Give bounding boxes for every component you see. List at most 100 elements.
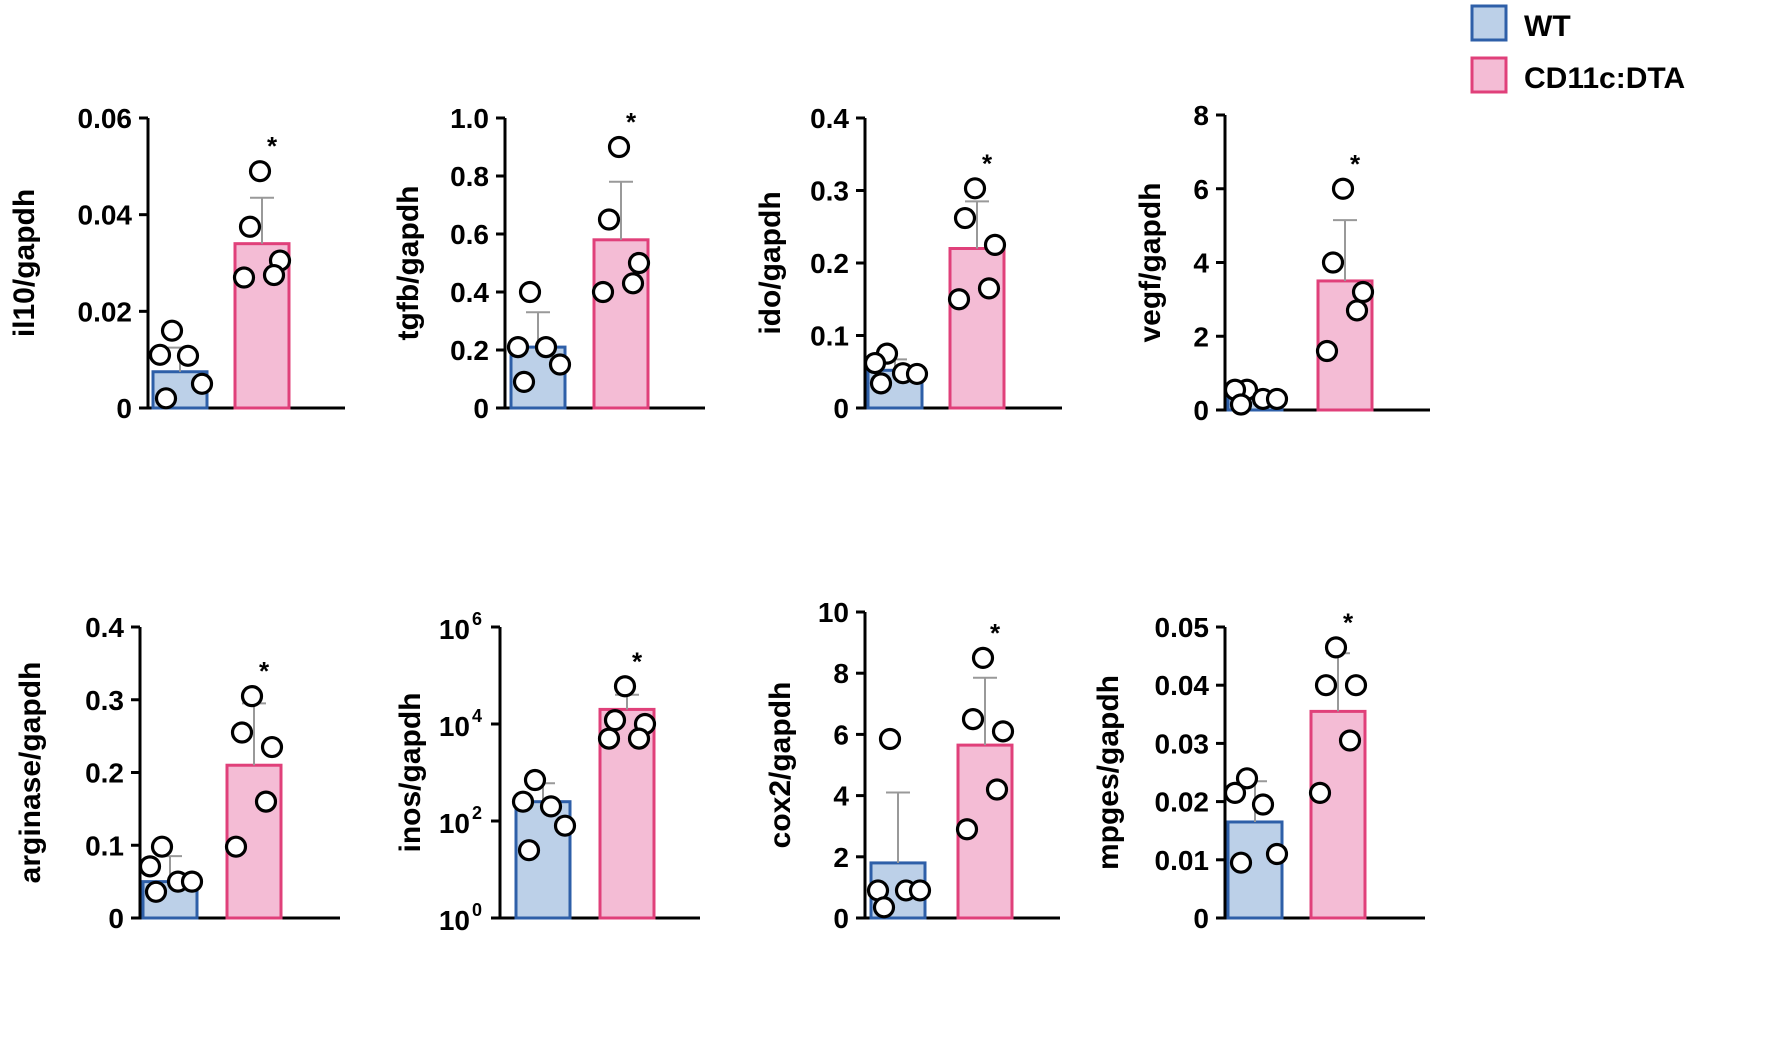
data-point	[534, 336, 558, 359]
y-tick-label-exponent: 2	[472, 803, 482, 823]
legend-swatch-wt	[1470, 4, 1508, 42]
data-point	[180, 870, 204, 893]
data-point	[1331, 177, 1355, 200]
y-tick-label: 0.01	[1155, 845, 1210, 876]
y-axis-label: tgfb/gapdh	[392, 186, 425, 341]
y-axis-label: ido/gapdh	[754, 191, 787, 334]
y-tick-label: 0	[116, 393, 132, 424]
data-point	[160, 319, 184, 342]
data-point	[1229, 393, 1253, 416]
data-point	[190, 372, 214, 395]
y-tick-label: 1.0	[450, 103, 489, 134]
y-axis-label: inos/gapdh	[394, 693, 427, 853]
data-point	[150, 835, 174, 858]
y-tick-label: 6	[1193, 174, 1209, 205]
data-point	[144, 880, 168, 903]
data-point	[1315, 339, 1339, 363]
bar-cd11c-dta	[225, 763, 283, 920]
data-point	[553, 814, 577, 837]
data-point	[1265, 387, 1289, 411]
y-tick-label-exponent: 6	[472, 609, 482, 629]
y-tick-label: 0	[473, 393, 489, 424]
data-point	[548, 353, 572, 376]
data-point	[1324, 636, 1348, 659]
data-point	[1314, 674, 1338, 697]
y-tick-label: 0	[833, 393, 849, 424]
data-point	[1229, 851, 1253, 874]
y-axis-label: mpges/gapdh	[1092, 675, 1125, 870]
data-point	[872, 896, 896, 919]
y-tick-label: 0.04	[1155, 670, 1210, 701]
data-point	[238, 215, 262, 238]
data-point	[1223, 781, 1247, 804]
legend-item-cd11c-dta: CD11c:DTA	[1470, 56, 1685, 95]
y-axis-label: cox2/gapdh	[764, 682, 797, 849]
y-tick-label: 0	[1193, 903, 1209, 934]
y-tick-label: 8	[1193, 100, 1209, 131]
y-tick-label: 0.04	[78, 200, 133, 231]
chart-panel-ido: 0 0.1 0.2 0.3 0.4 ido/gapdh *	[754, 103, 1062, 424]
significance-marker: *	[267, 131, 278, 161]
y-tick-label: 4	[1193, 248, 1209, 279]
y-tick-label: 4	[833, 781, 849, 812]
data-point	[607, 135, 631, 159]
y-tick-label: 0.05	[1155, 612, 1210, 643]
data-point	[1265, 842, 1289, 866]
data-point	[971, 646, 995, 670]
data-point	[908, 879, 932, 902]
legend-label-wt: WT	[1524, 10, 1571, 43]
data-point	[154, 387, 178, 410]
data-point	[613, 675, 637, 698]
y-tick-label-base: 10	[439, 614, 470, 645]
data-point	[523, 768, 547, 792]
data-point	[539, 795, 563, 818]
y-tick-label: 0.3	[810, 176, 849, 207]
chart-panel-il10: 0 0.02 0.04 0.06 il10/gapdh *	[8, 103, 345, 424]
data-point	[597, 208, 621, 231]
data-point	[603, 709, 627, 732]
y-axis-label: il10/gapdh	[8, 189, 41, 337]
chart-panels: 0 0.02 0.04 0.06 il10/gapdh * 0 0.2 0.4 0.6 0.8 1.0…	[8, 100, 1430, 936]
data-point	[597, 727, 621, 750]
y-axis-label: vegf/gapdh	[1134, 182, 1167, 342]
data-point	[983, 233, 1007, 256]
y-tick-label: 0.2	[450, 335, 489, 366]
data-point	[977, 277, 1001, 300]
chart-panel-cox2: 0 2 4 6 8 10 cox2/gapdh *	[764, 597, 1060, 934]
data-point	[905, 362, 929, 386]
data-point	[512, 370, 536, 393]
y-tick-label: 0.02	[78, 296, 133, 327]
y-tick-label: 0.3	[85, 685, 124, 716]
data-point	[1308, 781, 1332, 804]
data-point	[869, 372, 893, 395]
y-axis-label: arginase/gapdh	[14, 662, 47, 884]
y-tick-label: 0.6	[450, 219, 489, 250]
data-point	[230, 721, 254, 744]
data-point	[591, 280, 615, 304]
y-tick-label: 0.2	[85, 758, 124, 789]
data-point	[1321, 251, 1345, 274]
y-tick-label: 0	[833, 903, 849, 934]
data-point	[518, 280, 542, 304]
y-tick-label: 0.2	[810, 248, 849, 279]
legend-label-cd11c-dta: CD11c:DTA	[1524, 62, 1685, 95]
data-point	[863, 351, 887, 375]
y-tick-label: 0.4	[450, 277, 489, 308]
data-point	[262, 263, 286, 287]
y-tick-label: 0.06	[78, 103, 133, 134]
data-point	[1338, 729, 1362, 752]
data-point	[260, 735, 284, 759]
data-point	[985, 778, 1009, 801]
y-tick-label: 0	[1193, 395, 1209, 426]
y-tick-label: 0.02	[1155, 787, 1210, 818]
data-point	[955, 818, 979, 841]
chart-panel-vegf: 0 2 4 6 8 vegf/gapdh *	[1134, 100, 1430, 426]
data-point	[254, 790, 278, 813]
y-tick-label: 0.1	[810, 321, 849, 352]
data-point	[240, 685, 264, 708]
significance-marker: *	[632, 646, 643, 676]
data-point	[627, 727, 651, 750]
y-tick-label: 8	[833, 658, 849, 689]
